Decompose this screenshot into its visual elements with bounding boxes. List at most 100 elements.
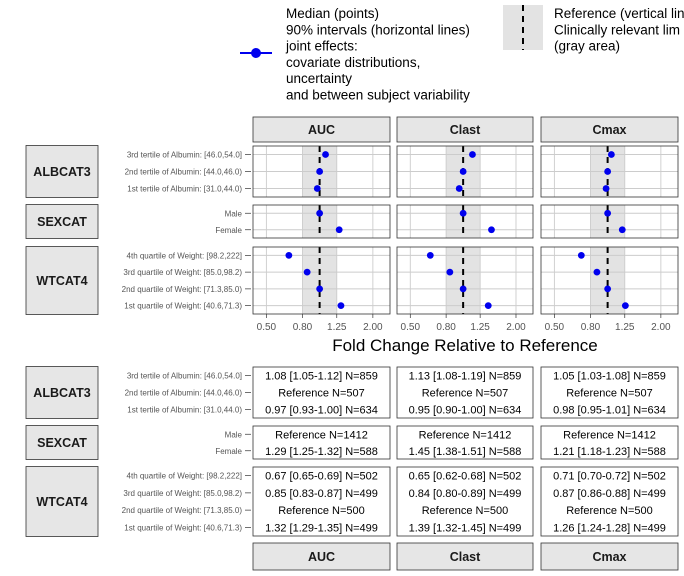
table-group-label: WTCAT4 (36, 495, 87, 509)
x-axis-tick-label: 0.50 (545, 322, 565, 333)
plot-panel-border (540, 145, 679, 198)
table-panel (252, 466, 391, 537)
legend-point-label-line: uncertainty (286, 71, 352, 86)
plot-row-label: Male (225, 209, 243, 218)
table-row-label: 2nd quartile of Weight: [71.3,85.0) (122, 506, 243, 515)
plot-panel-border (540, 246, 679, 315)
x-axis-tick-label: 0.50 (257, 322, 277, 333)
plot-panel-border (396, 145, 534, 198)
median-point (577, 251, 585, 259)
parameter-strip (540, 116, 679, 143)
median-point (618, 226, 626, 234)
parameter-strip (396, 116, 534, 143)
plot-panel-border (396, 204, 534, 239)
table-cell-text: 0.84 [0.80-0.89] N=499 (409, 488, 522, 500)
table-cell-text: Reference N=507 (278, 388, 365, 400)
legend-point-label-line: Median (points) (286, 6, 379, 21)
median-point (602, 185, 610, 192)
table-row-label: Female (215, 447, 242, 456)
x-axis-tick-label: 0.80 (436, 322, 456, 333)
x-axis-tick-label: 0.80 (293, 322, 313, 333)
plot-row-label: 3rd quartile of Weight: [85.0,98.2) (123, 268, 242, 277)
median-point (426, 251, 434, 259)
median-point (607, 151, 615, 158)
table-cell-text: 0.98 [0.95-1.01] N=634 (553, 405, 666, 417)
summary-table: ALBCAT3 3rd tertile of Albumin: [46.0,54.… (25, 366, 679, 571)
legend-reference-label-line: (gray area) (554, 39, 620, 54)
table-cell-text: 1.29 [1.25-1.32] N=588 (265, 446, 378, 458)
median-point (621, 302, 629, 310)
median-point (316, 209, 324, 217)
legend-point-label-line: 90% intervals (horizontal lines) (286, 22, 470, 37)
x-axis-tick-label: 0.50 (401, 322, 421, 333)
table-panel (396, 466, 534, 537)
table-row-label: 2nd tertile of Albumin: [44.0,46.0) (125, 389, 243, 398)
median-point (593, 268, 601, 276)
table-group-strip (25, 425, 99, 460)
table-panel (396, 425, 534, 460)
table-row-label: 1st tertile of Albumin: [31.0,44.0) (127, 406, 242, 415)
table-parameter-strip (540, 542, 679, 571)
median-point (303, 268, 311, 276)
median-point (604, 168, 612, 175)
table-panel (396, 366, 534, 419)
table-cell-text: 0.71 [0.70-0.72] N=502 (553, 471, 666, 483)
table-cell-text: Reference N=500 (278, 505, 365, 517)
parameter-strip-label: AUC (308, 123, 335, 137)
table-group-label: SEXCAT (37, 436, 87, 450)
median-point (459, 209, 467, 217)
table-panel (540, 466, 679, 537)
table-parameter-strip (252, 542, 391, 571)
legend-point-marker (251, 48, 261, 58)
legend-point-label-line: covariate distributions, (286, 55, 420, 70)
table-group-strip (25, 466, 99, 537)
median-point (316, 285, 324, 293)
table-cell-text: 1.45 [1.38-1.51] N=588 (409, 446, 522, 458)
table-cell-text: Reference N=1412 (563, 429, 656, 441)
legend: Median (points)90% intervals (horizontal… (240, 5, 684, 103)
plot-row-label: 1st tertile of Albumin: [31.0,44.0) (127, 185, 242, 194)
plot-panel-border (252, 145, 391, 198)
median-point (316, 168, 324, 175)
table-panel (540, 425, 679, 460)
table-row-label: 3rd quartile of Weight: [85.0,98.2) (123, 489, 242, 498)
plot-group-strip (25, 204, 99, 239)
legend-point-label-line: joint effects: (285, 39, 358, 54)
table-cell-text: 1.05 [1.03-1.08] N=859 (553, 371, 666, 383)
table-row-label: 4th quartile of Weight: [98.2,222] (127, 472, 242, 481)
x-axis-tick-label: 2.00 (363, 322, 383, 333)
plot-group-label: ALBCAT3 (33, 165, 90, 179)
table-cell-text: 0.95 [0.90-1.00] N=634 (409, 405, 522, 417)
table-parameter-strip-label: AUC (308, 550, 335, 564)
median-point (335, 226, 343, 234)
median-point (322, 151, 329, 158)
median-point (469, 151, 476, 158)
x-axis-tick-label: 2.00 (506, 322, 526, 333)
parameter-strip-label: Cmax (592, 123, 626, 137)
table-panel (540, 366, 679, 419)
table-cell-text: Reference N=1412 (275, 429, 368, 441)
plot-row-label: 2nd tertile of Albumin: [44.0,46.0) (125, 168, 243, 177)
table-cell-text: 1.32 [1.29-1.35] N=499 (265, 522, 378, 534)
median-point (604, 285, 612, 293)
plot-row-label: Female (215, 226, 242, 235)
median-point (285, 251, 293, 259)
median-point (488, 226, 495, 234)
table-row-label: Male (225, 430, 243, 439)
median-point (459, 168, 467, 175)
table-parameter-strip-label: Clast (450, 550, 481, 564)
x-axis-tick-label: 2.00 (651, 322, 671, 333)
plot-row-label: 3rd tertile of Albumin: [46.0,54.0] (127, 151, 242, 160)
plot-group-strip (25, 145, 99, 198)
legend-point-label-line: and between subject variability (286, 88, 470, 103)
plot-panel-border (540, 204, 679, 239)
parameter-strip-label: Clast (450, 123, 481, 137)
parameter-strip (252, 116, 391, 143)
table-panel (252, 366, 391, 419)
x-axis-tick-label: 1.25 (327, 322, 347, 333)
x-axis-tick-label: 0.80 (581, 322, 601, 333)
table-cell-text: 1.21 [1.18-1.23] N=588 (553, 446, 666, 458)
x-axis-tick-label: 1.25 (470, 322, 490, 333)
median-point (313, 185, 321, 192)
